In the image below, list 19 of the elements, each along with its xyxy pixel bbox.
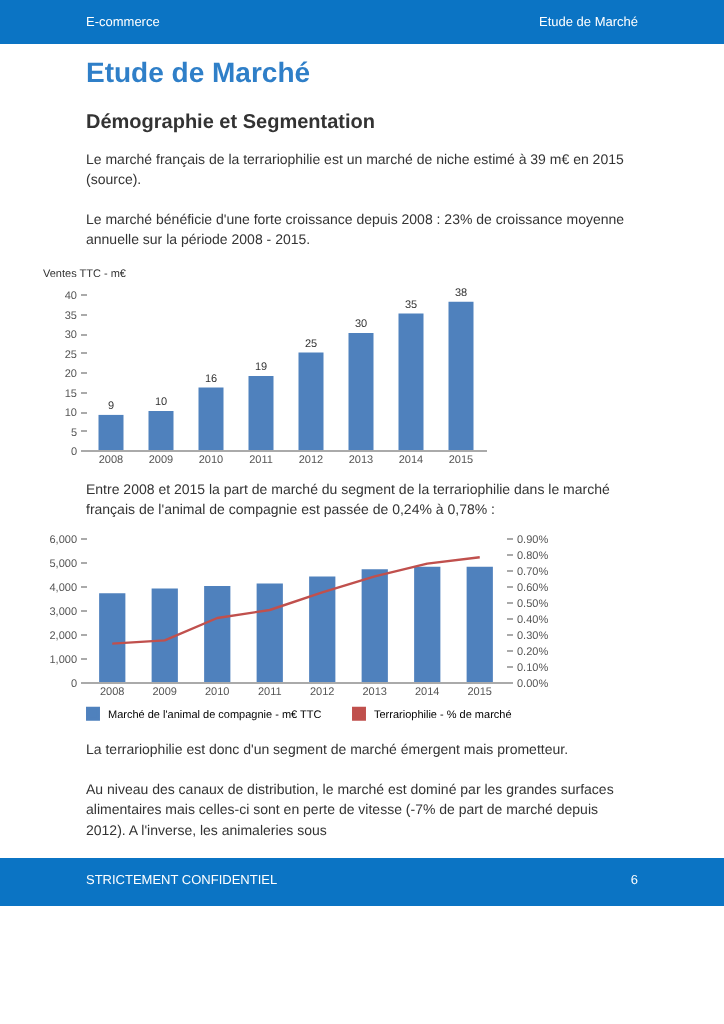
- bar: [256, 583, 283, 682]
- bar: [99, 593, 126, 682]
- bar: [348, 333, 374, 450]
- bar: [298, 352, 324, 450]
- bar: [309, 576, 336, 682]
- chart-subtitle: Démographie et Segmentation: [86, 112, 375, 134]
- bar: [198, 387, 224, 450]
- bar: [98, 414, 124, 450]
- bar: [148, 411, 174, 450]
- bar: [466, 566, 493, 682]
- bar: [414, 566, 441, 682]
- bar: [248, 375, 274, 450]
- bar: [204, 586, 231, 682]
- line-series: [111, 556, 481, 645]
- bar: [361, 569, 388, 682]
- chart-title: Etude de Marché: [86, 56, 311, 88]
- bar: [151, 588, 178, 682]
- bar: [398, 313, 424, 450]
- bar: [448, 301, 474, 450]
